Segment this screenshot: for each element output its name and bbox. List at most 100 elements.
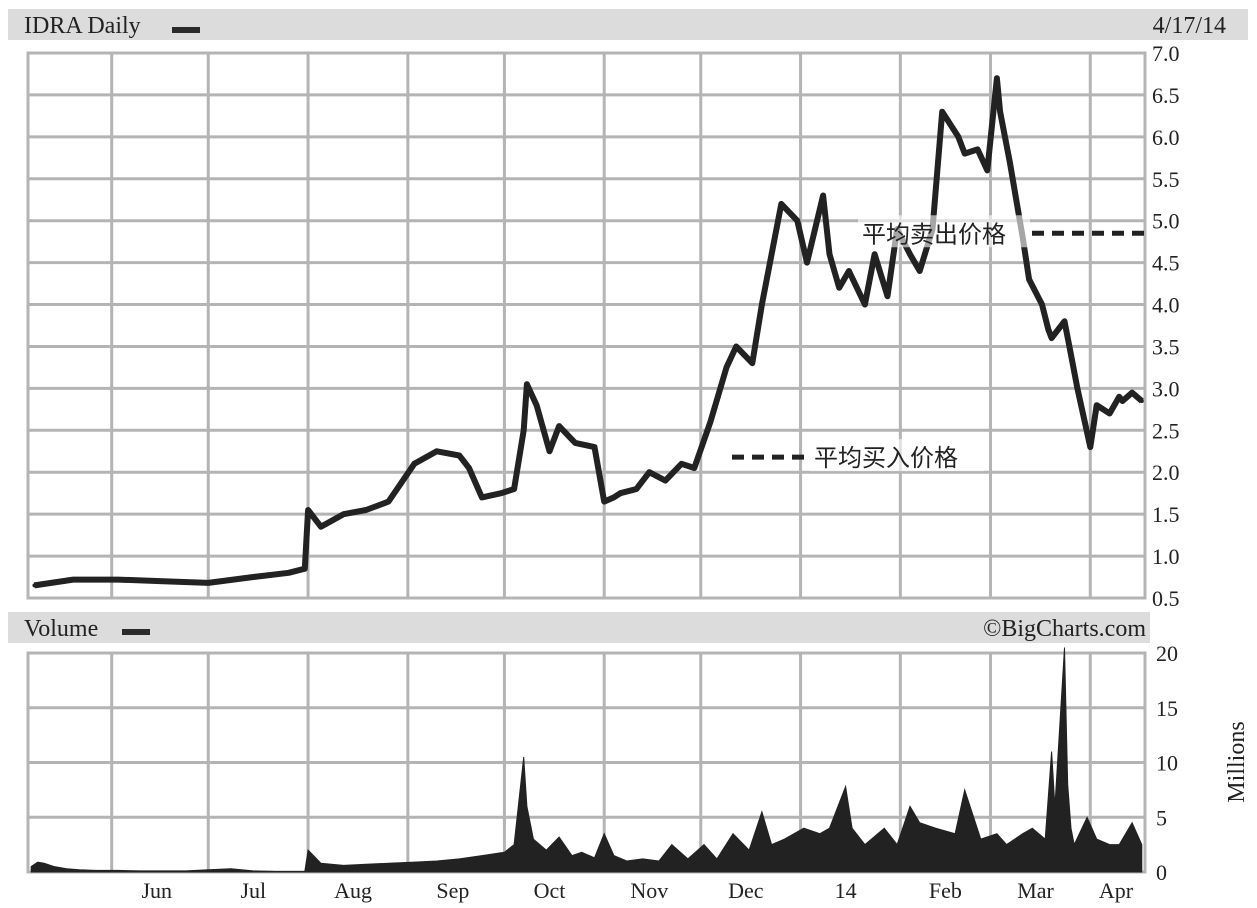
price-point	[779, 201, 784, 206]
price-y-tick-label: 3.5	[1152, 334, 1180, 359]
price-point	[306, 507, 311, 512]
price-point	[708, 419, 713, 424]
price-point	[805, 260, 810, 265]
price-y-tick-label: 6.5	[1152, 83, 1180, 108]
price-point	[116, 577, 121, 582]
price-point	[821, 193, 826, 198]
price-header-bar	[8, 9, 1248, 40]
price-y-tick-label: 7.0	[1152, 41, 1180, 66]
sell-label-backdrop	[858, 215, 1030, 248]
chart-date: 4/17/14	[1153, 13, 1226, 39]
price-point	[557, 424, 562, 429]
price-point	[872, 252, 877, 257]
price-point	[286, 570, 291, 575]
price-point	[386, 499, 391, 504]
price-y-tick-label: 2.5	[1152, 418, 1180, 443]
price-point	[759, 302, 764, 307]
price-point	[827, 252, 832, 257]
price-point	[71, 577, 76, 582]
price-point	[1027, 277, 1032, 282]
x-tick-label: Dec	[728, 878, 764, 903]
price-point	[1117, 394, 1122, 399]
volume-area	[30, 647, 1143, 873]
price-y-tick-label: 5.5	[1152, 167, 1180, 192]
price-point	[161, 579, 166, 584]
price-point	[547, 449, 552, 454]
x-tick-label: Sep	[436, 878, 469, 903]
price-point	[940, 109, 945, 114]
price-point	[862, 302, 867, 307]
price-legend-swatch	[172, 27, 200, 33]
price-point	[206, 580, 211, 585]
x-tick-label: Feb	[929, 878, 962, 903]
price-point	[618, 491, 623, 496]
price-point	[795, 218, 800, 223]
price-y-tick-label: 1.0	[1152, 544, 1180, 569]
price-point	[341, 512, 346, 517]
price-point	[521, 428, 526, 433]
x-tick-label: Apr	[1099, 878, 1134, 903]
price-point	[512, 487, 517, 491]
price-point	[998, 109, 1003, 114]
price-point	[885, 294, 890, 299]
price-point	[1130, 390, 1135, 395]
price-point	[1007, 160, 1012, 164]
copyright-credit: ©BigCharts.com	[983, 616, 1146, 642]
x-tick-label: 14	[835, 878, 857, 903]
price-point	[611, 495, 616, 500]
volume-header-bar	[8, 612, 1150, 643]
price-point	[251, 575, 256, 580]
sell-reference-label: 平均卖出价格	[862, 220, 1006, 248]
price-point	[302, 566, 307, 571]
price-y-tick-label: 0.5	[1152, 586, 1180, 611]
price-point	[479, 495, 484, 500]
price-point	[1062, 319, 1067, 324]
price-point	[679, 461, 684, 466]
price-point	[634, 487, 639, 491]
price-point	[1046, 327, 1051, 332]
price-point	[573, 440, 578, 445]
x-tick-label: Jul	[240, 878, 266, 903]
price-point	[962, 151, 967, 156]
price-point	[837, 285, 842, 290]
x-tick-label: Mar	[1017, 878, 1054, 903]
volume-series	[30, 647, 1143, 873]
price-point	[499, 491, 504, 496]
price-point	[1039, 302, 1044, 307]
price-point	[908, 252, 913, 257]
x-tick-label: Jun	[141, 878, 172, 903]
price-point	[1075, 386, 1080, 391]
price-point	[467, 466, 472, 471]
price-point	[1049, 336, 1054, 341]
price-point	[647, 470, 652, 475]
price-point	[734, 344, 739, 349]
price-series	[32, 75, 1144, 589]
x-tick-label: Oct	[534, 878, 566, 903]
buy-reference-label: 平均买入价格	[814, 444, 958, 472]
price-point	[318, 524, 323, 529]
volume-y-tick-label: 10	[1156, 751, 1178, 776]
price-point	[1139, 398, 1144, 403]
price-point	[363, 507, 368, 512]
price-point	[985, 168, 990, 173]
buy-label-backdrop	[810, 439, 984, 472]
price-point	[846, 269, 851, 273]
price-point	[975, 147, 980, 152]
price-point	[412, 461, 417, 466]
price-y-tick-label: 4.5	[1152, 251, 1180, 276]
price-point	[1094, 403, 1099, 408]
price-point	[994, 76, 999, 81]
price-point	[32, 583, 37, 588]
x-tick-label: Aug	[334, 878, 372, 903]
volume-chart-title: Volume	[24, 616, 98, 642]
volume-y-tick-label: 0	[1156, 860, 1167, 885]
x-axis: Jun Jul Aug Sep Oct Nov Dec 14 Feb Mar Apr	[141, 878, 1133, 903]
price-point	[1120, 398, 1125, 403]
price-point	[1068, 352, 1073, 357]
volume-y-tick-label: 5	[1156, 805, 1167, 830]
price-point	[1107, 411, 1112, 416]
volume-y-axis-label: Millions	[1224, 721, 1250, 802]
price-point	[750, 361, 755, 366]
